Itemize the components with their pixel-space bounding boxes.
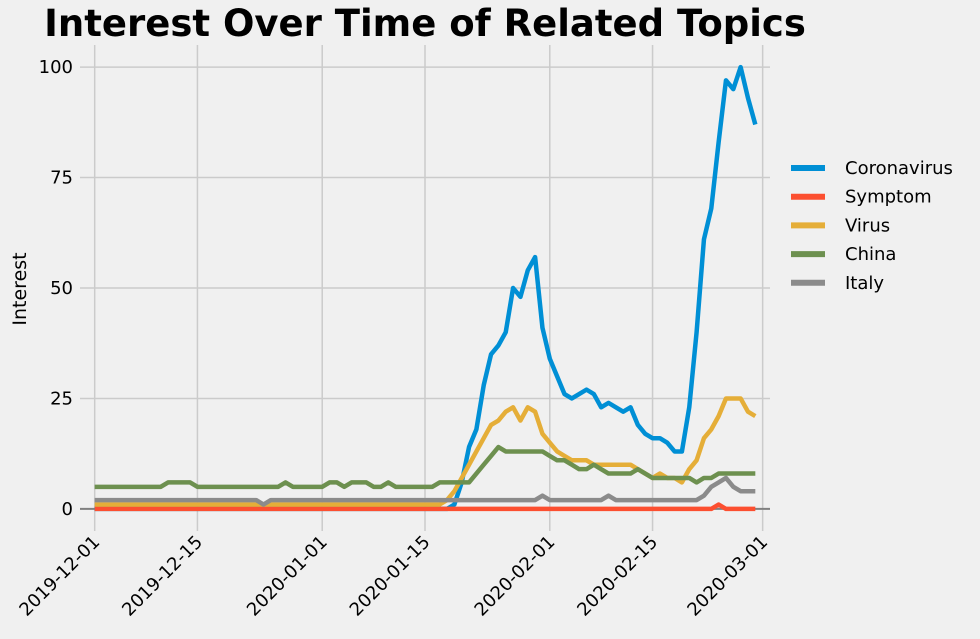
legend-label-coronavirus: Coronavirus	[845, 158, 953, 179]
chart-title: Interest Over Time of Related Topics	[44, 2, 806, 45]
legend-label-italy: Italy	[845, 273, 884, 294]
x-tick-label: 2020-01-01	[243, 532, 332, 621]
series-line-italy	[94, 475, 756, 507]
y-tick-label: 25	[50, 388, 73, 409]
x-tick-label: 2020-01-15	[346, 532, 435, 621]
legend: Coronavirus Symptom Virus China Italy	[791, 158, 953, 294]
series-group	[94, 64, 758, 512]
x-tick-label: 2020-02-15	[573, 532, 662, 621]
y-tick-label: 50	[50, 278, 73, 299]
y-tick-label: 100	[39, 57, 73, 78]
series-line-symptom	[94, 502, 756, 512]
legend-label-china: China	[845, 244, 896, 265]
x-tick-label: 2020-03-01	[683, 532, 772, 621]
series-line-china	[94, 444, 756, 490]
legend-label-virus: Virus	[845, 215, 890, 236]
y-ticks: 0 25 50 75 100	[39, 57, 73, 520]
grid	[80, 45, 770, 531]
x-tick-label: 2019-12-15	[118, 532, 207, 621]
x-ticks: 2019-12-01 2019-12-15 2020-01-01 2020-01-15…	[15, 532, 772, 621]
legend-label-symptom: Symptom	[845, 187, 932, 208]
y-tick-label: 0	[62, 499, 73, 520]
y-tick-label: 75	[50, 168, 73, 189]
x-tick-label: 2019-12-01	[15, 532, 104, 621]
y-axis-label: Interest	[9, 252, 31, 325]
x-tick-label: 2020-02-01	[471, 532, 560, 621]
